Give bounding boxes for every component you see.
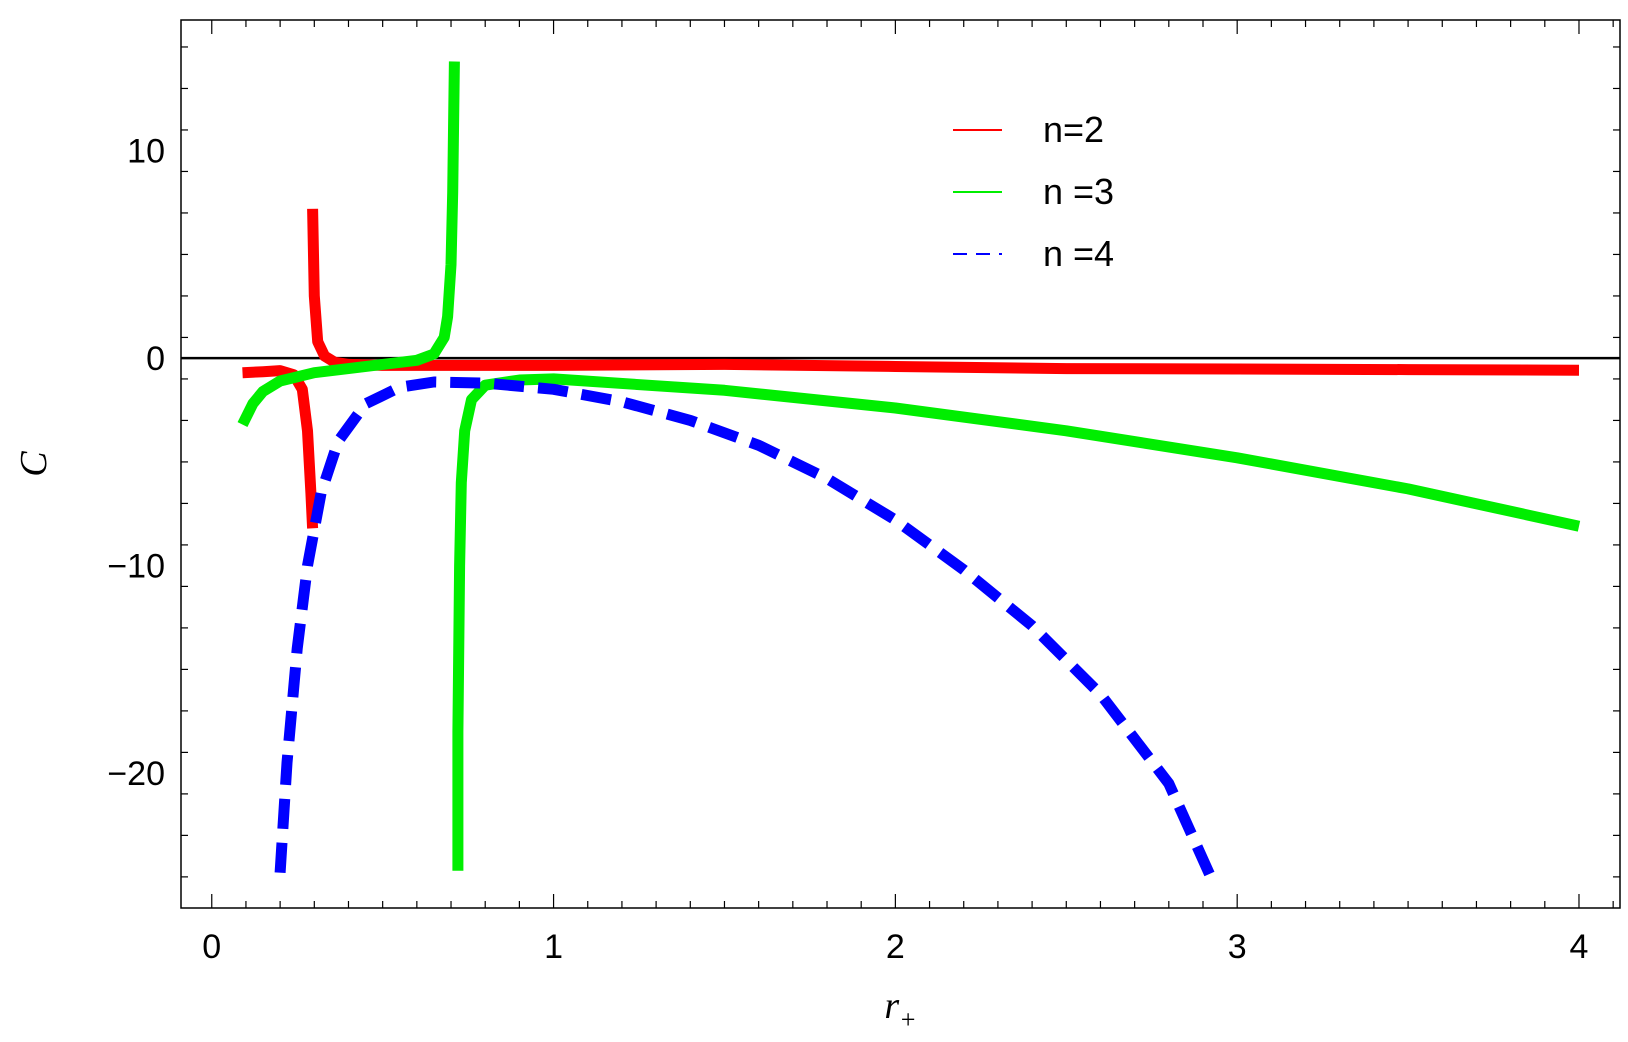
y-tick-label: −10 [107, 548, 165, 586]
series-line-n3-segment-2 [452, 373, 1581, 871]
legend: n=2 n =3 n =4 [953, 109, 1114, 274]
legend-label: n =4 [1043, 233, 1114, 274]
series-line-n4-segment-1 [274, 376, 1215, 878]
y-tick-label: 0 [146, 340, 165, 378]
frame-layer: 0 1 2 3 4 −20 −10 0 10 [107, 19, 1621, 966]
series-layer [237, 61, 1581, 878]
x-tick-label: 1 [544, 928, 563, 966]
x-tick-label: 2 [886, 928, 905, 966]
legend-label: n =3 [1043, 171, 1114, 212]
y-axis-label: C [13, 451, 55, 477]
series-line-n2-segment-2 [307, 208, 1580, 376]
y-tick-label: −20 [107, 755, 165, 793]
plot-frame [180, 19, 1621, 909]
x-axis-label: r+ [884, 985, 916, 1034]
series-line-n3-segment-1 [237, 61, 460, 428]
y-tick-label: 10 [127, 133, 165, 171]
x-tick-label: 0 [202, 928, 221, 966]
x-axis-label-subscript: + [899, 1005, 917, 1034]
series-line-n2-segment-1 [242, 365, 319, 529]
legend-label: n=2 [1043, 109, 1104, 150]
x-tick-label: 3 [1228, 928, 1247, 966]
x-tick-label: 4 [1570, 928, 1589, 966]
